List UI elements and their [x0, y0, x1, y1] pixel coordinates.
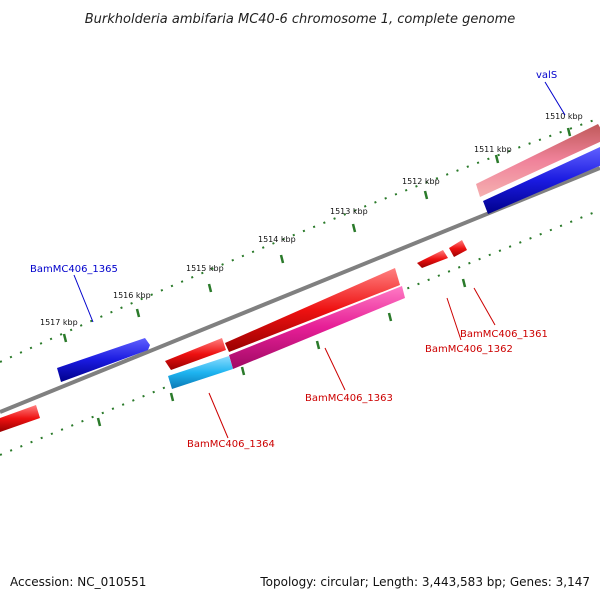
- inner-major-ticks: [96, 278, 467, 427]
- gene-label-BamMC406-1365[interactable]: BamMC406_1365: [30, 264, 118, 275]
- gene-valS-blue[interactable]: [483, 147, 600, 214]
- chromosome-backbone: [0, 166, 600, 414]
- genome-summary-text: Topology: circular; Length: 3,443,583 bp…: [259, 575, 590, 589]
- tick-label-1516: 1516 kbp: [113, 291, 151, 300]
- tick-label-1510: 1510 kbp: [545, 112, 583, 121]
- accession-text: Accession: NC_010551: [10, 575, 146, 589]
- gene-reverse-left-partial[interactable]: [0, 405, 40, 432]
- tick-label-1511: 1511 kbp: [474, 145, 512, 154]
- gene-BamMC406-1363[interactable]: [225, 268, 400, 352]
- tick-label-1512: 1512 kbp: [402, 177, 440, 186]
- tick-label-1515: 1515 kbp: [186, 264, 224, 273]
- gene-valS-pink[interactable]: [476, 124, 600, 197]
- gene-BamMC406-1361[interactable]: [449, 240, 467, 257]
- major-ticks: [62, 127, 572, 343]
- tick-label-1514: 1514 kbp: [258, 235, 296, 244]
- gene-BamMC406-1364-red[interactable]: [165, 338, 226, 370]
- gene-label-valS[interactable]: valS: [536, 70, 557, 81]
- map-title: Burkholderia ambifaria MC40-6 chromosome…: [85, 12, 515, 27]
- gene-label-BamMC406-1364[interactable]: BamMC406_1364: [187, 439, 275, 450]
- gene-BamMC406-1363-magenta[interactable]: [229, 286, 405, 369]
- gene-BamMC406-1362[interactable]: [417, 250, 448, 268]
- tick-labels: 1510 kbp 1511 kbp 1512 kbp 1513 kbp 1514…: [40, 112, 583, 327]
- callout-lines: [73, 81, 566, 439]
- gene-label-BamMC406-1361[interactable]: BamMC406_1361: [460, 329, 548, 340]
- gene-label-BamMC406-1362[interactable]: BamMC406_1362: [425, 344, 513, 355]
- gene-BamMC406-1365[interactable]: [57, 338, 150, 382]
- tick-label-1513: 1513 kbp: [330, 207, 368, 216]
- outer-tick-ring: [0, 117, 600, 363]
- gene-label-BamMC406-1363[interactable]: BamMC406_1363: [305, 393, 393, 404]
- tick-label-1517: 1517 kbp: [40, 318, 78, 327]
- gene-BamMC406-1364-cyan[interactable]: [168, 356, 233, 389]
